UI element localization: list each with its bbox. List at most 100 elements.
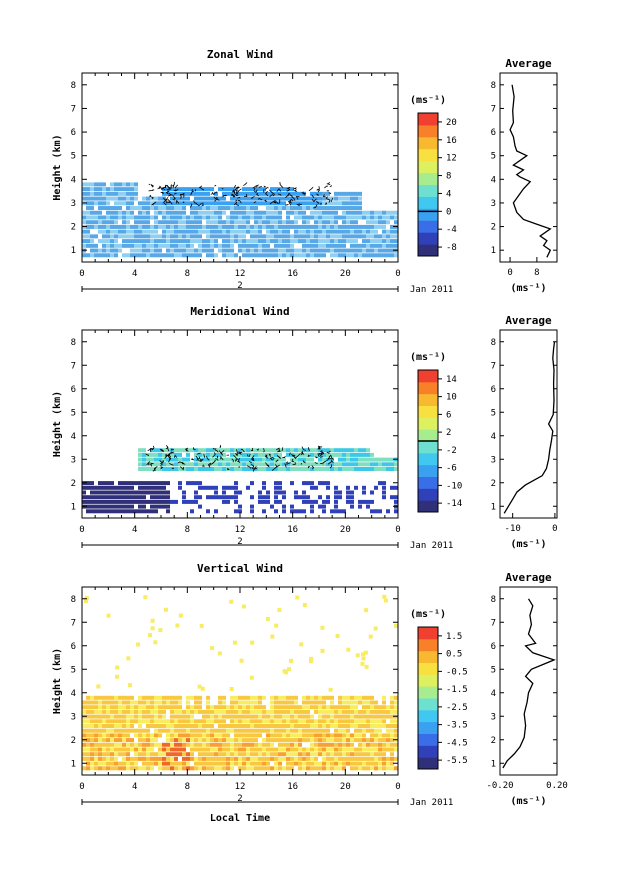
field-cell xyxy=(174,719,178,724)
field-cell xyxy=(218,220,222,225)
field-cell xyxy=(382,504,386,509)
field-cell xyxy=(310,452,314,457)
field-cell xyxy=(290,705,294,710)
contour-segment xyxy=(216,198,220,201)
field-cell xyxy=(374,495,378,500)
field-cell xyxy=(162,448,166,453)
field-cell xyxy=(346,733,350,738)
field-cell xyxy=(138,700,142,705)
field-cell xyxy=(298,504,302,509)
field-cell xyxy=(210,253,214,258)
y-tick-label: 3 xyxy=(71,199,76,209)
contour-segment xyxy=(281,447,284,452)
field-cell xyxy=(246,728,250,733)
field-cell xyxy=(150,476,154,481)
field-cell xyxy=(394,728,398,733)
field-cell xyxy=(370,756,374,761)
field-cell xyxy=(230,714,234,719)
field-cell xyxy=(210,766,214,771)
field-cell xyxy=(278,490,282,495)
field-cell xyxy=(350,756,354,761)
field-cell xyxy=(362,719,366,724)
field-cell xyxy=(274,756,278,761)
field-cell xyxy=(186,705,190,710)
field-cell xyxy=(342,224,346,229)
field-cell xyxy=(194,499,198,504)
field-cell xyxy=(350,766,354,771)
field-cell xyxy=(162,495,166,500)
field-cell xyxy=(334,714,338,719)
field-cell xyxy=(170,196,174,201)
field-cell xyxy=(286,728,290,733)
field-cell xyxy=(246,495,250,500)
field-cell xyxy=(326,756,330,761)
field-cell xyxy=(130,728,134,733)
field-cell xyxy=(158,224,162,229)
field-cell xyxy=(98,756,102,761)
field-cell xyxy=(210,646,215,651)
field-cell xyxy=(370,724,374,728)
field-cell xyxy=(106,499,110,504)
field-cell xyxy=(238,452,242,457)
field-cell xyxy=(182,719,186,724)
field-cell xyxy=(110,714,114,719)
field-cell xyxy=(378,742,382,747)
field-cell xyxy=(126,239,130,244)
field-cell xyxy=(234,695,238,700)
field-cell xyxy=(102,700,106,705)
field-cell xyxy=(274,752,278,757)
field-cell xyxy=(326,509,330,514)
field-cell xyxy=(378,224,382,229)
field-cell xyxy=(214,201,218,206)
field-cell xyxy=(98,728,102,733)
colorbar-tick-label: 20 xyxy=(446,118,457,128)
field-cell xyxy=(82,495,86,500)
field-cell xyxy=(370,700,374,705)
field-cell xyxy=(262,243,266,248)
field-cell xyxy=(198,191,202,196)
field-cell xyxy=(278,481,282,486)
field-cell xyxy=(122,215,126,220)
field-cell xyxy=(158,196,162,201)
field-cell xyxy=(238,215,242,220)
field-cell xyxy=(334,709,338,714)
field-cell xyxy=(206,705,210,710)
field-cell xyxy=(322,243,326,248)
field-cell xyxy=(194,742,198,747)
field-cell xyxy=(326,206,330,211)
field-cell xyxy=(94,490,98,495)
field-cell xyxy=(174,700,178,705)
field-cell xyxy=(290,752,294,757)
contour-segment xyxy=(263,185,266,188)
field-cell xyxy=(318,728,322,733)
field-cell xyxy=(170,248,174,253)
field-cell xyxy=(226,728,230,733)
field-cell xyxy=(190,476,194,481)
contour-segment xyxy=(157,186,163,191)
field-cell xyxy=(266,724,270,728)
field-cell xyxy=(218,495,222,500)
field-cell xyxy=(122,481,126,486)
field-cell xyxy=(254,709,258,714)
field-cell xyxy=(222,462,226,467)
field-cell xyxy=(346,220,350,225)
field-cell xyxy=(238,234,242,239)
field-cell xyxy=(266,210,270,215)
field-cell xyxy=(138,471,142,476)
field-cell xyxy=(162,206,166,211)
field-cell xyxy=(246,719,250,724)
field-cell xyxy=(390,504,394,509)
field-cell xyxy=(354,206,358,211)
field-cell xyxy=(310,742,314,747)
colorbar-segment xyxy=(418,627,438,640)
field-cell xyxy=(114,695,118,700)
field-cell xyxy=(390,742,394,747)
field-cell xyxy=(366,452,370,457)
field-cell xyxy=(250,728,254,733)
field-cell xyxy=(290,201,294,206)
field-cell xyxy=(194,700,198,705)
field-cell xyxy=(298,206,302,211)
contour-segment xyxy=(253,189,258,194)
field-cell xyxy=(238,495,242,500)
field-cell xyxy=(178,471,182,476)
